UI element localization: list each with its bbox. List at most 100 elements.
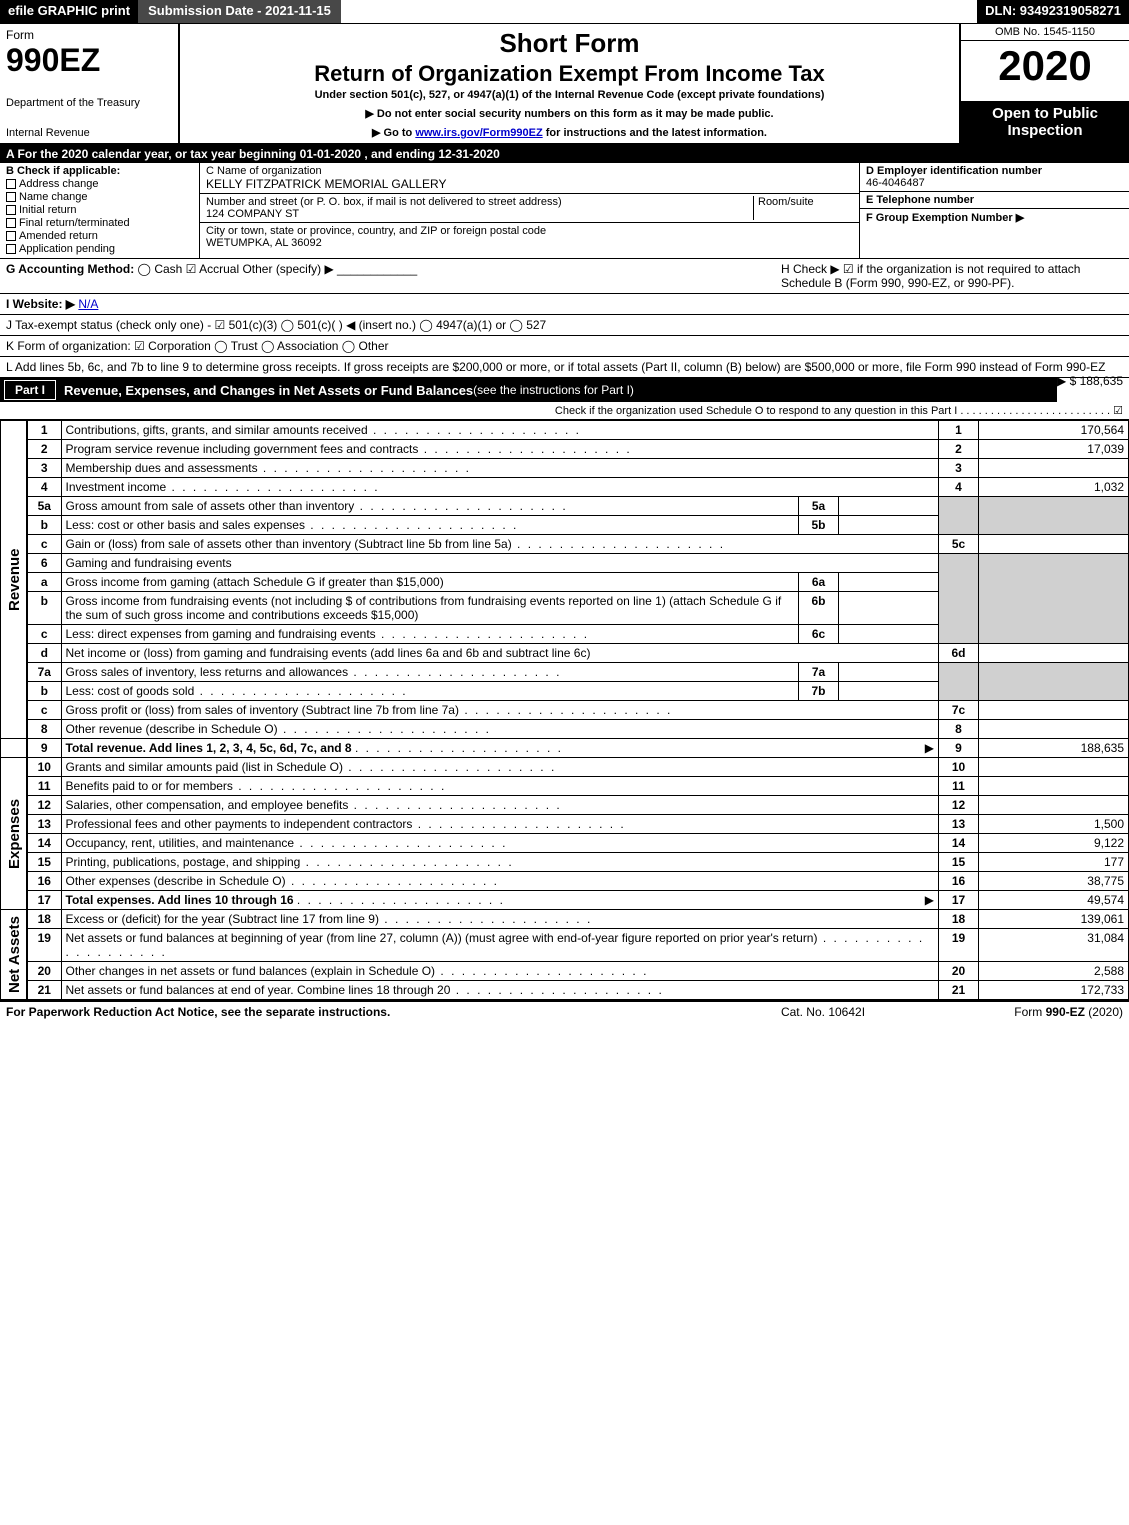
l3-desc: Membership dues and assessments	[61, 459, 939, 478]
line-6: 6 Gaming and fundraising events	[1, 554, 1129, 573]
l13-desc: Professional fees and other payments to …	[61, 815, 939, 834]
l7c-ln: 7c	[939, 701, 979, 720]
revenue-sidelabel: Revenue	[1, 421, 28, 739]
line-7c: c Gross profit or (loss) from sales of i…	[1, 701, 1129, 720]
tax-year: 2020	[961, 41, 1129, 101]
cb-initial-return[interactable]: Initial return	[6, 204, 193, 216]
footer-mid: Cat. No. 10642I	[723, 1005, 923, 1019]
cb-address-change[interactable]: Address change	[6, 178, 193, 190]
shade-6	[939, 554, 979, 644]
l5b-sub: 5b	[799, 516, 839, 535]
i-website-row: I Website: ▶ N/A	[0, 294, 1129, 315]
financial-table: Revenue 1 Contributions, gifts, grants, …	[0, 420, 1129, 1000]
cb-application-pending[interactable]: Application pending	[6, 243, 193, 255]
i-label: I Website: ▶	[6, 297, 75, 311]
l5a-sub: 5a	[799, 497, 839, 516]
g-cash-label: Cash	[154, 262, 182, 276]
l5b-subval	[839, 516, 939, 535]
part1-title: Revenue, Expenses, and Changes in Net As…	[64, 383, 473, 398]
l6a-desc: Gross income from gaming (attach Schedul…	[61, 573, 799, 592]
l10-num: 10	[27, 758, 61, 777]
l21-num: 21	[27, 981, 61, 1000]
gh-row: G Accounting Method: ◯ Cash ☑ Accrual Ot…	[0, 259, 1129, 294]
footer-left: For Paperwork Reduction Act Notice, see …	[6, 1005, 723, 1019]
header-left: Form 990EZ Department of the Treasury In…	[0, 24, 180, 143]
l8-amt	[979, 720, 1129, 739]
cb-final-return[interactable]: Final return/terminated	[6, 217, 193, 229]
l5a-desc: Gross amount from sale of assets other t…	[61, 497, 799, 516]
dept-treasury: Department of the Treasury	[6, 97, 172, 109]
group-exempt-label: F Group Exemption Number ▶	[866, 212, 1024, 224]
ein-cell: D Employer identification number 46-4046…	[860, 163, 1129, 192]
l7a-num: 7a	[27, 663, 61, 682]
line-10: Expenses 10 Grants and similar amounts p…	[1, 758, 1129, 777]
expenses-sidelabel: Expenses	[1, 758, 28, 910]
l14-ln: 14	[939, 834, 979, 853]
l5c-amt	[979, 535, 1129, 554]
omb-number: OMB No. 1545-1150	[961, 24, 1129, 41]
l6c-num: c	[27, 625, 61, 644]
l17-num: 17	[27, 891, 61, 910]
l6a-num: a	[27, 573, 61, 592]
l6d-ln: 6d	[939, 644, 979, 663]
schedule-o-check: Check if the organization used Schedule …	[0, 402, 1129, 420]
l4-num: 4	[27, 478, 61, 497]
line-5c: c Gain or (loss) from sale of assets oth…	[1, 535, 1129, 554]
l6b-subval	[839, 592, 939, 625]
l10-desc: Grants and similar amounts paid (list in…	[61, 758, 939, 777]
g-accrual-label: Accrual	[199, 262, 239, 276]
g-cash[interactable]: ◯ Cash	[138, 262, 183, 276]
l7c-num: c	[27, 701, 61, 720]
part1-sub: (see the instructions for Part I)	[473, 383, 634, 397]
return-title: Return of Organization Exempt From Incom…	[188, 61, 951, 87]
l18-ln: 18	[939, 910, 979, 929]
l19-desc: Net assets or fund balances at beginning…	[61, 929, 939, 962]
l2-amt: 17,039	[979, 440, 1129, 459]
l9-desc: Total revenue. Add lines 1, 2, 3, 4, 5c,…	[61, 739, 939, 758]
g-other[interactable]: Other (specify) ▶	[242, 262, 333, 276]
cb-initial-return-label: Initial return	[19, 204, 76, 216]
city-value: WETUMPKA, AL 36092	[206, 237, 853, 249]
l15-desc: Printing, publications, postage, and shi…	[61, 853, 939, 872]
line-8: 8 Other revenue (describe in Schedule O)…	[1, 720, 1129, 739]
l7c-desc: Gross profit or (loss) from sales of inv…	[61, 701, 939, 720]
l5c-ln: 5c	[939, 535, 979, 554]
cb-name-change-label: Name change	[19, 191, 88, 203]
l20-ln: 20	[939, 962, 979, 981]
l8-num: 8	[27, 720, 61, 739]
l15-amt: 177	[979, 853, 1129, 872]
phone-label: E Telephone number	[866, 194, 1123, 206]
l5b-num: b	[27, 516, 61, 535]
l-text: L Add lines 5b, 6c, and 7b to line 9 to …	[6, 360, 1105, 374]
l3-num: 3	[27, 459, 61, 478]
cb-final-return-label: Final return/terminated	[19, 217, 130, 229]
line-20: 20 Other changes in net assets or fund b…	[1, 962, 1129, 981]
l7a-subval	[839, 663, 939, 682]
l7a-sub: 7a	[799, 663, 839, 682]
l6b-sub: 6b	[799, 592, 839, 625]
shade-6-amt	[979, 554, 1129, 644]
street-cell: Number and street (or P. O. box, if mail…	[200, 194, 859, 223]
l2-num: 2	[27, 440, 61, 459]
l6c-subval	[839, 625, 939, 644]
cb-amended-return[interactable]: Amended return	[6, 230, 193, 242]
city-cell: City or town, state or province, country…	[200, 223, 859, 251]
cb-name-change[interactable]: Name change	[6, 191, 193, 203]
g-accrual[interactable]: ☑ Accrual	[186, 262, 239, 276]
efile-label[interactable]: efile GRAPHIC print	[0, 0, 138, 23]
period-row: A For the 2020 calendar year, or tax yea…	[0, 145, 1129, 163]
name-address-col: C Name of organization KELLY FITZPATRICK…	[200, 163, 859, 258]
website-link[interactable]: N/A	[78, 297, 98, 311]
g-accounting: G Accounting Method: ◯ Cash ☑ Accrual Ot…	[6, 262, 773, 290]
shade-7	[939, 663, 979, 701]
dept-irs: Internal Revenue	[6, 127, 172, 139]
irs-link[interactable]: www.irs.gov/Form990EZ	[415, 127, 542, 139]
l13-num: 13	[27, 815, 61, 834]
l19-amt: 31,084	[979, 929, 1129, 962]
l5b-desc: Less: cost or other basis and sales expe…	[61, 516, 799, 535]
l2-ln: 2	[939, 440, 979, 459]
line-18: Net Assets 18 Excess or (deficit) for th…	[1, 910, 1129, 929]
l11-ln: 11	[939, 777, 979, 796]
entity-block: B Check if applicable: Address change Na…	[0, 163, 1129, 259]
top-bar: efile GRAPHIC print Submission Date - 20…	[0, 0, 1129, 24]
